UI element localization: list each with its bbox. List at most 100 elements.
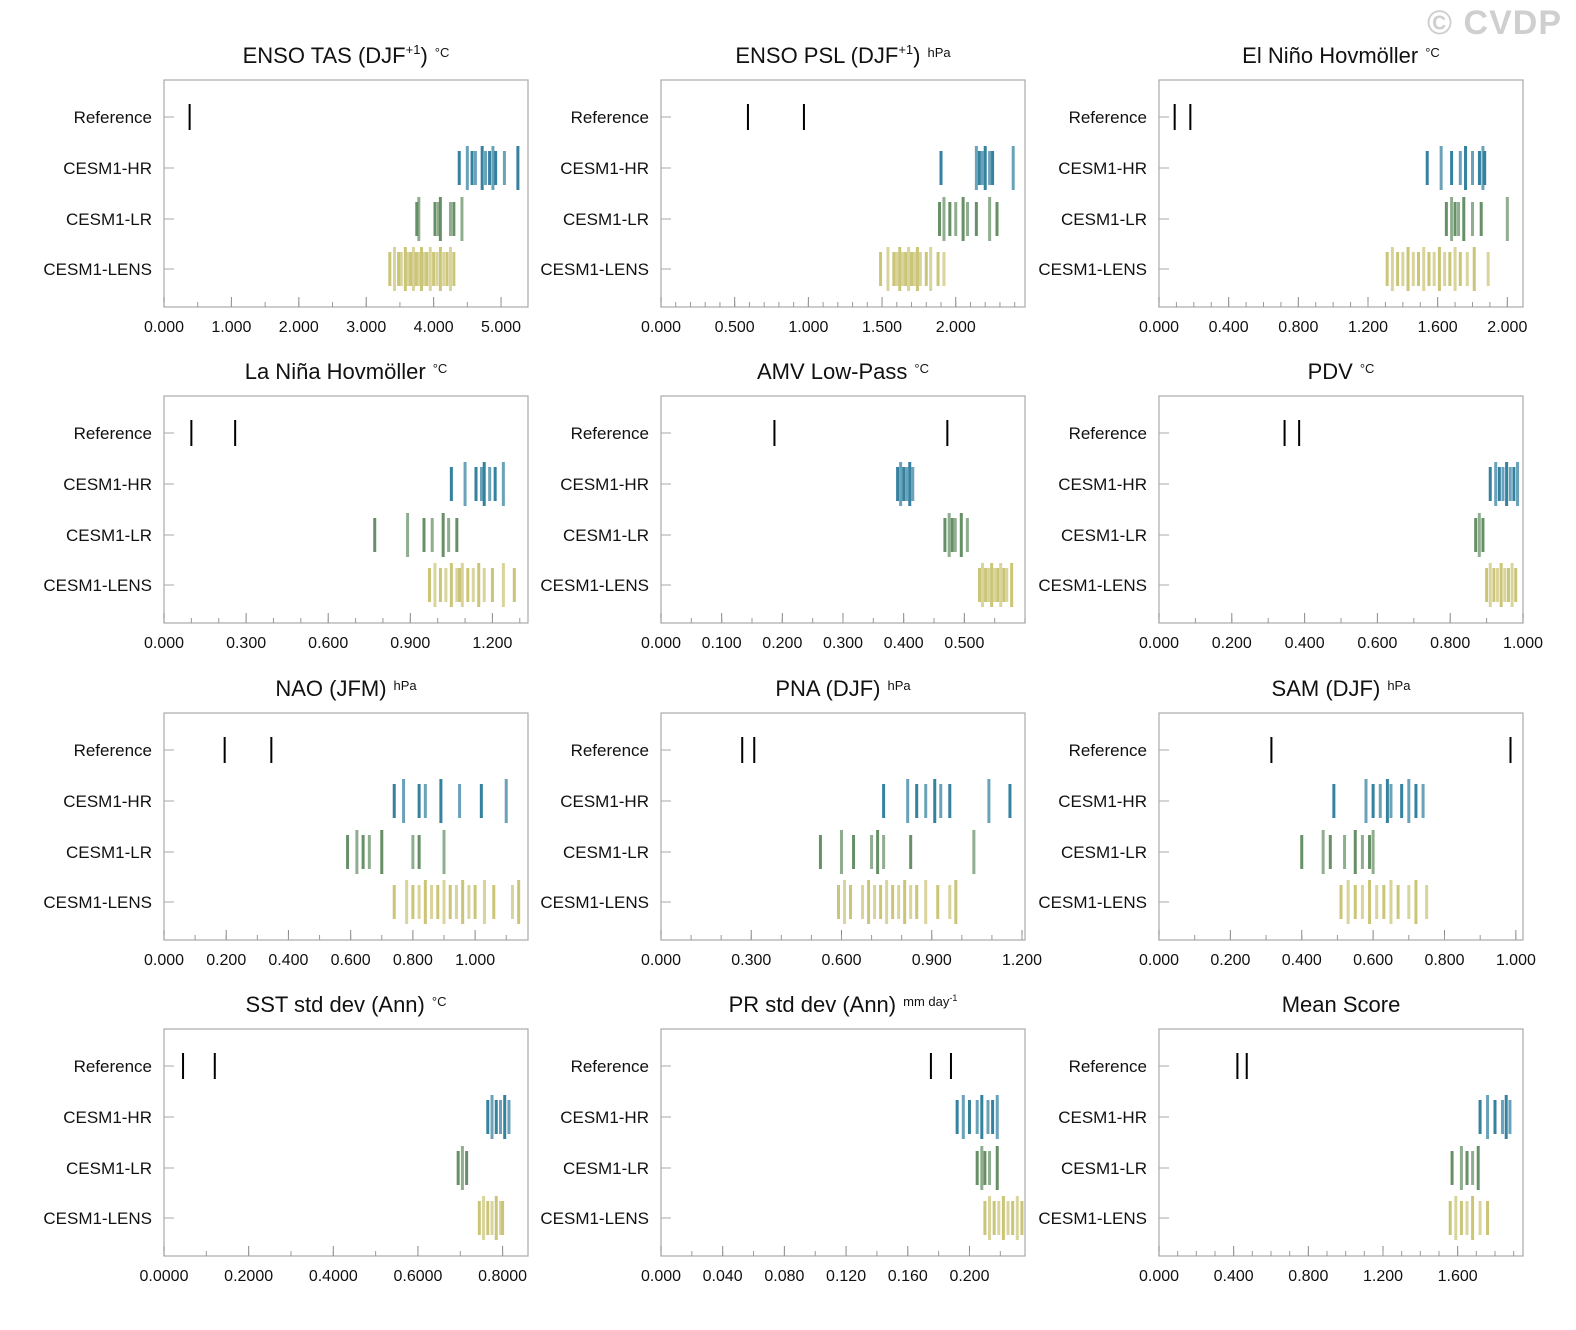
x-tick-label: 0.000 <box>1139 319 1179 336</box>
chart-4: La Niña Hovmöller °C Reference CESM1-HR CESM… <box>43 359 529 652</box>
chart-3: El Niño Hovmöller °C Reference CESM1-HR CESM… <box>1038 43 1527 336</box>
row-label: CESM1-HR <box>560 159 649 178</box>
x-tick-label: 5.000 <box>481 319 521 336</box>
row-label: Reference <box>571 741 649 760</box>
x-tick-label: 0.000 <box>1139 635 1179 652</box>
x-tick-label: 0.200 <box>949 1268 989 1285</box>
x-tick-label: 0.900 <box>912 952 952 969</box>
x-tick-label: 1.200 <box>472 635 512 652</box>
x-tick-label: 0.800 <box>1424 952 1464 969</box>
plot-frame <box>163 1028 529 1257</box>
chart-7: NAO (JFM) hPa Reference CESM1-HR CESM1-LR CES… <box>43 676 529 969</box>
chart-title: SST std dev (Ann) °C <box>246 992 447 1017</box>
x-tick-label: 0.400 <box>1285 635 1325 652</box>
x-tick-label: 0.400 <box>884 635 924 652</box>
plot-frame <box>1158 1028 1524 1257</box>
x-tick-label: 0.000 <box>144 635 184 652</box>
row-label: CESM1-LR <box>1061 843 1147 862</box>
x-tick-label: 0.400 <box>268 952 308 969</box>
row-label: Reference <box>1069 741 1147 760</box>
plot-frame <box>660 1028 1026 1257</box>
row-label: CESM1-LENS <box>540 576 649 595</box>
x-tick-label: 0.100 <box>702 635 742 652</box>
row-label: CESM1-HR <box>1058 475 1147 494</box>
row-label: Reference <box>74 741 152 760</box>
row-label: CESM1-LR <box>1061 210 1147 229</box>
row-label: Reference <box>571 1057 649 1076</box>
x-tick-label: 0.800 <box>393 952 433 969</box>
row-label: CESM1-HR <box>1058 1108 1147 1127</box>
x-tick-label: 1.600 <box>1438 1268 1478 1285</box>
row-label: CESM1-LR <box>1061 1159 1147 1178</box>
x-tick-label: 0.400 <box>1282 952 1322 969</box>
row-label: CESM1-HR <box>560 792 649 811</box>
chart-10: SST std dev (Ann) °C Reference CESM1-HR CESM… <box>43 992 529 1285</box>
row-label: CESM1-LR <box>563 210 649 229</box>
chart-9: SAM (DJF) hPa Reference CESM1-HR CESM1-LR CES… <box>1038 676 1536 969</box>
chart-title: La Niña Hovmöller °C <box>245 359 448 384</box>
x-tick-label: 0.000 <box>144 319 184 336</box>
x-tick-label: 0.6000 <box>393 1268 442 1285</box>
x-tick-label: 0.4000 <box>309 1268 358 1285</box>
row-label: Reference <box>74 108 152 127</box>
x-tick-label: 0.200 <box>762 635 802 652</box>
cvdp-watermark: © CVDP <box>1427 4 1562 42</box>
x-tick-label: 0.8000 <box>478 1268 527 1285</box>
row-label: Reference <box>1069 424 1147 443</box>
x-tick-label: 0.2000 <box>224 1268 273 1285</box>
row-label: CESM1-LENS <box>540 893 649 912</box>
x-tick-label: 0.300 <box>823 635 863 652</box>
row-label: CESM1-LENS <box>43 260 152 279</box>
plot-frame <box>1158 79 1524 308</box>
x-tick-label: 0.200 <box>1212 635 1252 652</box>
x-tick-label: 0.000 <box>1139 1268 1179 1285</box>
plot-frame <box>660 712 1026 941</box>
x-tick-label: 0.0000 <box>140 1268 189 1285</box>
row-label: Reference <box>74 424 152 443</box>
row-label: CESM1-LENS <box>1038 260 1147 279</box>
x-tick-label: 1.000 <box>1503 635 1543 652</box>
x-tick-label: 0.800 <box>1288 1268 1328 1285</box>
x-tick-label: 0.000 <box>641 1268 681 1285</box>
plot-frame <box>1158 712 1524 941</box>
row-label: Reference <box>571 108 649 127</box>
x-tick-label: 0.120 <box>826 1268 866 1285</box>
x-tick-label: 1.000 <box>211 319 251 336</box>
row-label: CESM1-LR <box>66 210 152 229</box>
x-tick-label: 0.200 <box>1210 952 1250 969</box>
x-tick-label: 1.000 <box>455 952 495 969</box>
x-tick-label: 0.300 <box>226 635 266 652</box>
x-tick-label: 0.600 <box>1353 952 1393 969</box>
plot-frame <box>163 712 529 941</box>
row-label: CESM1-LR <box>563 526 649 545</box>
chart-title: ENSO TAS (DJF+1) °C <box>243 42 450 68</box>
row-label: CESM1-HR <box>560 1108 649 1127</box>
x-tick-label: 1.200 <box>1002 952 1042 969</box>
plot-frame <box>1158 395 1524 624</box>
x-tick-label: 0.600 <box>1357 635 1397 652</box>
row-label: CESM1-LENS <box>1038 1209 1147 1228</box>
chart-title: El Niño Hovmöller °C <box>1242 43 1440 68</box>
x-tick-label: 0.500 <box>944 635 984 652</box>
chart-8: PNA (DJF) hPa Reference CESM1-HR CESM1-LR CES… <box>540 676 1042 969</box>
row-label: CESM1-LENS <box>540 260 649 279</box>
chart-title: ENSO PSL (DJF+1) hPa <box>735 42 951 68</box>
row-label: CESM1-HR <box>1058 159 1147 178</box>
x-tick-label: 0.600 <box>821 952 861 969</box>
row-label: CESM1-HR <box>63 159 152 178</box>
x-tick-label: 1.000 <box>1496 952 1536 969</box>
chart-title: PDV °C <box>1308 359 1375 384</box>
row-label: CESM1-LENS <box>540 1209 649 1228</box>
row-label: CESM1-LR <box>66 843 152 862</box>
row-label: CESM1-HR <box>1058 792 1147 811</box>
row-label: CESM1-LR <box>563 843 649 862</box>
row-label: Reference <box>1069 108 1147 127</box>
x-tick-label: 0.040 <box>703 1268 743 1285</box>
x-tick-label: 0.080 <box>764 1268 804 1285</box>
chart-title: SAM (DJF) hPa <box>1272 676 1412 701</box>
x-tick-label: 1.200 <box>1363 1268 1403 1285</box>
chart-11: PR std dev (Ann) mm day-1 Reference CESM1-H… <box>540 992 1026 1285</box>
row-label: CESM1-LENS <box>43 576 152 595</box>
chart-title: PR std dev (Ann) mm day-1 <box>729 992 958 1017</box>
chart-6: PDV °C Reference CESM1-HR CESM1-LR CESM1-LENS… <box>1038 359 1543 652</box>
